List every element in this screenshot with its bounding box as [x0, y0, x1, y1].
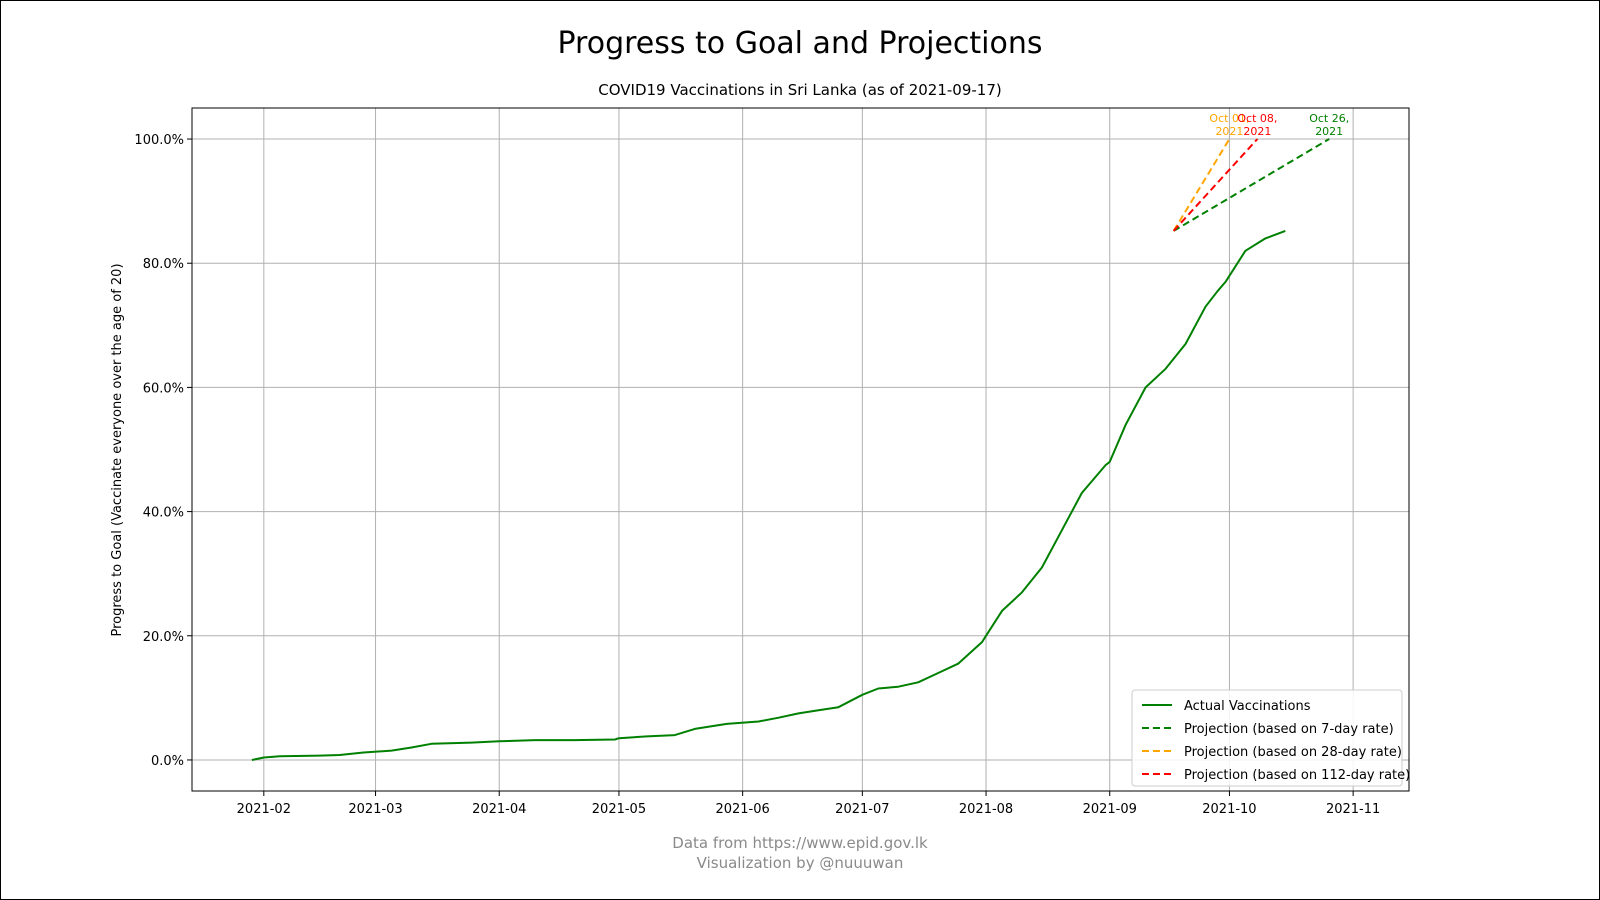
annotation-line: 2021	[1215, 125, 1243, 138]
y-tick-label: 60.0%	[143, 381, 184, 396]
footer-data-source: Data from https://www.epid.gov.lk	[672, 834, 928, 852]
legend: Actual Vaccinations Projection (based on …	[1131, 689, 1410, 787]
actual-vaccinations-line	[251, 229, 1286, 761]
x-tick-label: 2021-05	[592, 802, 646, 817]
annotation-line: 2021	[1315, 125, 1343, 138]
projection-line-1	[1173, 138, 1330, 232]
y-tick-label: 20.0%	[143, 630, 184, 645]
annotation-line: Oct 01,	[1209, 112, 1249, 125]
x-tick-label: 2021-03	[348, 802, 402, 817]
legend-entry: Projection (based on 7-day rate)	[1184, 722, 1394, 737]
series-group	[251, 138, 1330, 761]
y-tick-label: 0.0%	[151, 754, 184, 769]
x-tick-label: 2021-04	[472, 802, 526, 817]
x-tick-label: 2021-11	[1326, 802, 1380, 817]
annotation-line: 2021	[1243, 125, 1271, 138]
legend-entry: Projection (based on 28-day rate)	[1184, 745, 1402, 760]
x-tick-label: 2021-02	[237, 802, 291, 817]
annotation-line: Oct 08,	[1237, 112, 1277, 125]
y-axis-label: Progress to Goal (Vaccinate everyone ove…	[110, 263, 125, 636]
grid	[192, 108, 1409, 791]
x-tick-label: 2021-08	[959, 802, 1013, 817]
projection-date-annotation: Oct 26, 2021	[1309, 112, 1349, 138]
legend-box	[1131, 689, 1403, 787]
y-axis-ticks: 0.0% 20.0% 40.0% 60.0% 80.0% 100.0%	[134, 133, 192, 769]
plot-area-frame	[191, 107, 1410, 792]
projection-line-2	[1172, 138, 1231, 232]
legend-entry: Projection (based on 112-day rate)	[1184, 768, 1410, 783]
projection-date-annotation: Oct 08, 2021	[1237, 112, 1277, 138]
y-tick-label: 100.0%	[134, 133, 184, 148]
x-tick-label: 2021-07	[835, 802, 889, 817]
footer-credit: Visualization by @nuuuwan	[696, 854, 904, 872]
x-tick-label: 2021-10	[1202, 802, 1256, 817]
projection-date-annotation: Oct 01, 2021	[1209, 112, 1249, 138]
y-tick-label: 40.0%	[143, 506, 184, 521]
chart-title: Progress to Goal and Projections	[557, 26, 1042, 61]
legend-entry: Actual Vaccinations	[1184, 699, 1311, 714]
y-tick-label: 80.0%	[143, 257, 184, 272]
projection-line-3	[1172, 138, 1259, 232]
x-tick-label: 2021-09	[1083, 802, 1137, 817]
chart-subtitle: COVID19 Vaccinations in Sri Lanka (as of…	[598, 81, 1001, 99]
x-tick-label: 2021-06	[715, 802, 769, 817]
x-axis-ticks: 2021-02 2021-03 2021-04 2021-05 2021-06 2021-…	[237, 791, 1380, 817]
annotation-line: Oct 26,	[1309, 112, 1349, 125]
